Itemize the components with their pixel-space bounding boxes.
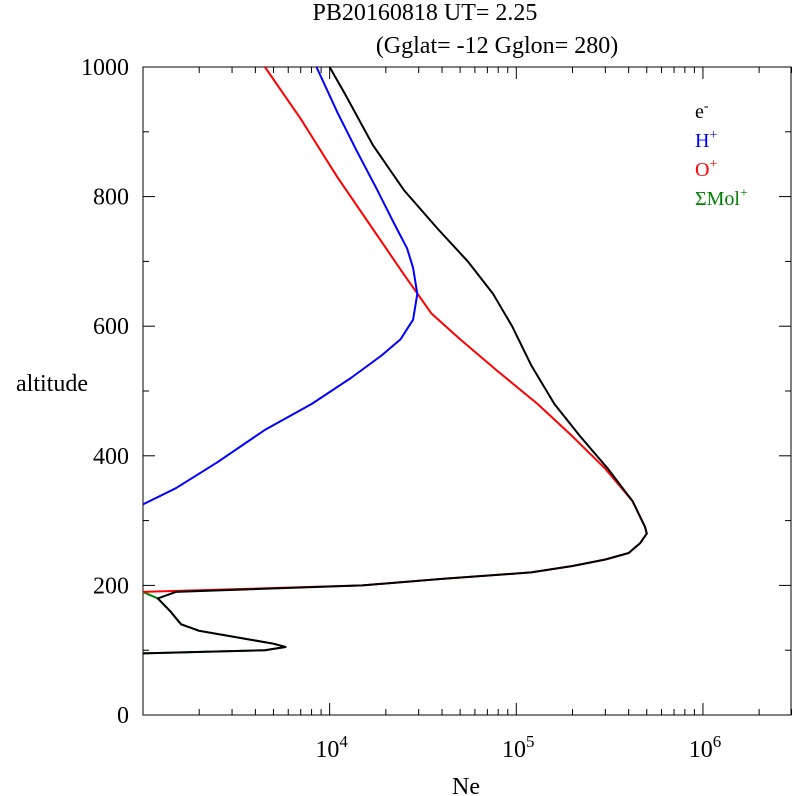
x-tick-label: 106 [689, 732, 722, 763]
chart-title-line2: (Gglat= -12 Gglon= 280) [376, 33, 618, 59]
legend-entry-e: e- [695, 99, 709, 123]
chart-title-line1: PB20160818 UT= 2.25 [313, 0, 538, 26]
x-tick-labels: 104 105 106 [315, 67, 721, 763]
y-tick-label: 800 [93, 185, 129, 211]
legend-entry-o: O+ [695, 157, 717, 181]
x-axis-label: Ne [452, 774, 480, 796]
y-tick-label: 400 [93, 444, 129, 470]
minor-ticks [143, 67, 792, 715]
y-tick-label: 200 [93, 573, 129, 599]
legend-entry-h: H+ [695, 128, 717, 152]
series-line-om [142, 590, 287, 655]
series-line-h [142, 66, 419, 506]
legend: e- H+ O+ ΣMol+ [695, 99, 748, 210]
series-line-e [142, 66, 648, 655]
x-tick-label: 105 [502, 732, 535, 763]
legend-entry-om: ΣMol+ [695, 186, 748, 210]
y-tick-label: 1000 [81, 55, 129, 81]
series-layer [142, 66, 648, 655]
y-tick-labels: 0 200 400 600 800 1000 [81, 55, 791, 729]
x-tick-label: 104 [315, 732, 348, 763]
plot-frame [142, 66, 792, 716]
y-axis-label: altitude [16, 371, 88, 397]
series-line-o [142, 66, 648, 593]
y-tick-label: 600 [93, 314, 129, 340]
y-tick-label: 0 [117, 703, 129, 729]
